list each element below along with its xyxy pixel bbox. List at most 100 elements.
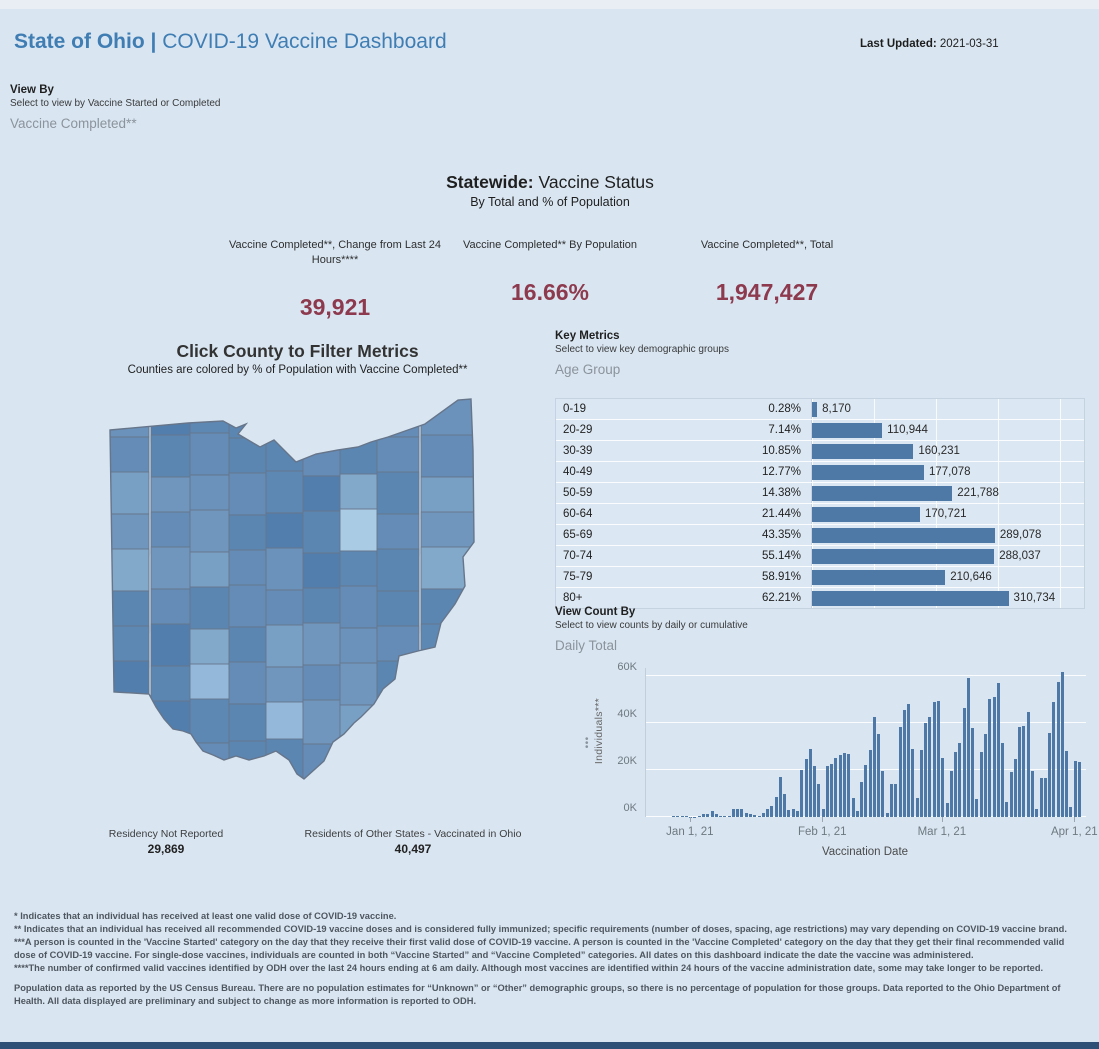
- daily-bar[interactable]: [761, 813, 765, 817]
- county-shape[interactable]: [302, 395, 346, 442]
- daily-bar[interactable]: [770, 806, 774, 817]
- age-bar[interactable]: [812, 527, 995, 543]
- county-shape[interactable]: [302, 433, 346, 477]
- county-shape[interactable]: [189, 742, 235, 789]
- county-shape[interactable]: [99, 391, 150, 438]
- daily-bar[interactable]: [949, 771, 953, 817]
- view-by-dropdown[interactable]: Vaccine Completed**: [10, 116, 137, 131]
- daily-bar[interactable]: [983, 733, 987, 817]
- daily-bar[interactable]: [996, 683, 1000, 817]
- table-row[interactable]: 75-79 58.91% 210,646: [556, 567, 1084, 588]
- county-shape[interactable]: [376, 391, 420, 438]
- daily-bar[interactable]: [744, 813, 748, 817]
- daily-bar[interactable]: [719, 815, 723, 817]
- county-shape[interactable]: [99, 471, 150, 515]
- county-shape[interactable]: [376, 548, 420, 592]
- daily-bar[interactable]: [1009, 771, 1013, 817]
- table-row[interactable]: 50-59 14.38% 221,788: [556, 483, 1084, 504]
- age-bar[interactable]: [812, 401, 818, 417]
- table-row[interactable]: 70-74 55.14% 288,037: [556, 546, 1084, 567]
- daily-bar[interactable]: [954, 752, 958, 817]
- daily-bar[interactable]: [958, 742, 962, 817]
- age-group-bar-table[interactable]: 0-19 0.28% 8,170 20-29 7.14% 110,944 30-39 10.8…: [555, 398, 1085, 609]
- county-shape[interactable]: [189, 432, 235, 476]
- bar-cell[interactable]: 289,078: [811, 525, 1084, 545]
- daily-bar[interactable]: [932, 701, 936, 817]
- daily-bar[interactable]: [749, 814, 753, 817]
- daily-bar[interactable]: [813, 766, 817, 817]
- daily-bar[interactable]: [791, 809, 795, 817]
- county-shape[interactable]: [189, 698, 235, 744]
- county-shape[interactable]: [189, 509, 235, 553]
- county-shape[interactable]: [99, 660, 150, 704]
- county-shape[interactable]: [265, 624, 309, 668]
- daily-bar[interactable]: [796, 811, 799, 817]
- county-shape[interactable]: [339, 508, 383, 552]
- daily-bar[interactable]: [787, 809, 791, 817]
- county-shape[interactable]: [99, 739, 150, 786]
- bar-cell[interactable]: 288,037: [811, 546, 1084, 566]
- daily-bar[interactable]: [1026, 712, 1030, 817]
- daily-bar[interactable]: [672, 816, 676, 817]
- daily-bar[interactable]: [800, 769, 804, 817]
- daily-bar[interactable]: [1069, 807, 1073, 817]
- county-shape[interactable]: [420, 665, 485, 709]
- daily-bar[interactable]: [907, 704, 911, 817]
- daily-bar[interactable]: [684, 816, 688, 817]
- daily-bar[interactable]: [902, 710, 906, 817]
- daily-bar[interactable]: [731, 809, 735, 817]
- daily-bar[interactable]: [979, 752, 983, 817]
- county-shape[interactable]: [339, 585, 383, 629]
- county-shape[interactable]: [420, 700, 485, 746]
- county-shape[interactable]: [265, 547, 309, 591]
- age-bar[interactable]: [812, 590, 1009, 606]
- daily-bar[interactable]: [834, 757, 838, 817]
- daily-bar[interactable]: [911, 748, 915, 817]
- daily-bar[interactable]: [825, 766, 829, 817]
- daily-bar[interactable]: [868, 749, 872, 817]
- bar-cell[interactable]: 177,078: [811, 462, 1084, 482]
- county-shape[interactable]: [376, 702, 420, 748]
- bar-cell[interactable]: 110,944: [811, 420, 1084, 440]
- daily-bar[interactable]: [992, 696, 996, 817]
- daily-bar[interactable]: [740, 808, 744, 817]
- daily-bar[interactable]: [851, 798, 855, 817]
- county-shape[interactable]: [228, 584, 272, 628]
- county-shape[interactable]: [339, 662, 383, 706]
- axis-control-icon[interactable]: • • •: [585, 734, 589, 753]
- county-shape[interactable]: [376, 660, 420, 704]
- county-shape[interactable]: [150, 434, 196, 478]
- county-shape[interactable]: [228, 472, 272, 516]
- age-bar[interactable]: [812, 422, 883, 438]
- daily-bar[interactable]: [702, 814, 706, 817]
- daily-bar[interactable]: [971, 728, 975, 817]
- daily-bar[interactable]: [697, 816, 701, 817]
- county-shape[interactable]: [376, 739, 420, 786]
- daily-bar[interactable]: [838, 755, 842, 817]
- county-shape[interactable]: [420, 623, 485, 667]
- daily-bar[interactable]: [1073, 760, 1077, 817]
- daily-bar[interactable]: [928, 716, 932, 817]
- daily-bar[interactable]: [808, 748, 812, 817]
- ohio-map-svg[interactable]: [88, 390, 502, 826]
- daily-bar[interactable]: [680, 815, 684, 817]
- daily-bar[interactable]: [753, 814, 757, 817]
- daily-bar[interactable]: [1043, 777, 1047, 817]
- daily-bar[interactable]: [936, 701, 940, 817]
- daily-bar[interactable]: [736, 808, 740, 817]
- county-shape[interactable]: [150, 700, 196, 746]
- table-row[interactable]: 20-29 7.14% 110,944: [556, 420, 1084, 441]
- county-shape[interactable]: [228, 740, 272, 787]
- daily-bar[interactable]: [1005, 802, 1009, 817]
- daily-bar[interactable]: [1022, 726, 1026, 817]
- daily-vaccination-chart[interactable]: Individuals*** • • • Vaccination Date 0K 20…: [555, 660, 1099, 870]
- county-shape[interactable]: [265, 470, 309, 514]
- table-row[interactable]: 60-64 21.44% 170,721: [556, 504, 1084, 525]
- daily-bar[interactable]: [757, 815, 761, 817]
- daily-bar[interactable]: [706, 813, 710, 817]
- view-count-by-dropdown[interactable]: Daily Total: [555, 638, 618, 653]
- county-shape[interactable]: [150, 623, 196, 667]
- daily-bar[interactable]: [710, 810, 714, 817]
- county-shape[interactable]: [420, 434, 485, 478]
- daily-bar[interactable]: [864, 765, 868, 817]
